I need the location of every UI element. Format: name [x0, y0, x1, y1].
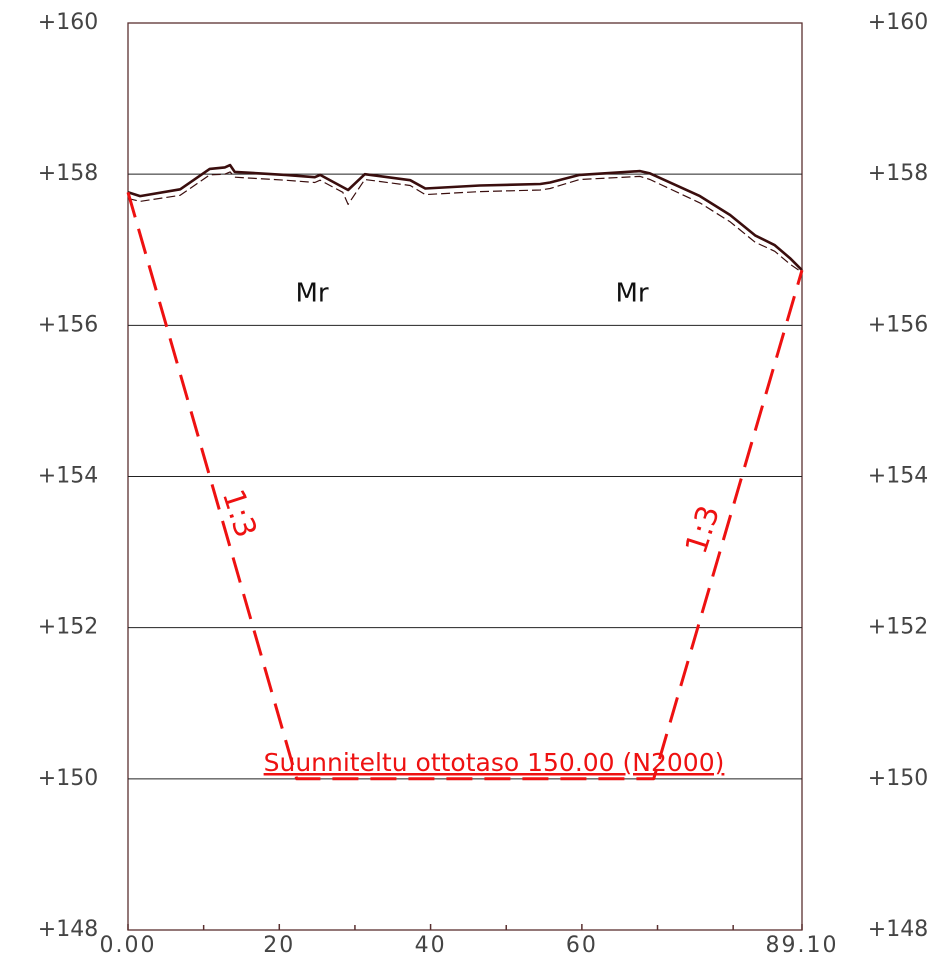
annotation: 1:3 [215, 485, 263, 542]
y-tick-label-right: +150 [868, 766, 928, 791]
y-tick-label: +148 [38, 917, 98, 942]
annotation: Suunniteltu ottotaso 150.00 (N2000) [264, 748, 725, 777]
y-tick-label-right: +148 [868, 917, 928, 942]
y-tick-label: +150 [38, 766, 98, 791]
x-tick-label: 0.00 [100, 933, 157, 958]
y-tick-label-right: +158 [868, 161, 928, 186]
y-tick-label-right: +154 [868, 464, 928, 489]
y-tick-label-right: +152 [868, 615, 928, 640]
y-tick-label: +154 [38, 464, 98, 489]
y-tick-label: +156 [38, 312, 98, 337]
y-tick-label-right: +160 [868, 10, 928, 35]
series-line [126, 191, 804, 781]
y-tick-label: +152 [38, 615, 98, 640]
annotation: Mr [615, 279, 648, 309]
x-tick-label: 40 [415, 933, 447, 958]
annotation: Mr [295, 279, 328, 309]
y-tick-label-right: +156 [868, 312, 928, 337]
x-tick-label: 89.10 [766, 933, 839, 958]
annotation: 1:3 [679, 501, 727, 558]
series-line [127, 171, 803, 273]
x-tick-label: 20 [263, 933, 295, 958]
y-tick-label: +158 [38, 161, 98, 186]
series-line [127, 163, 803, 272]
x-tick-label: 60 [566, 933, 598, 958]
y-tick-label: +160 [38, 10, 98, 35]
